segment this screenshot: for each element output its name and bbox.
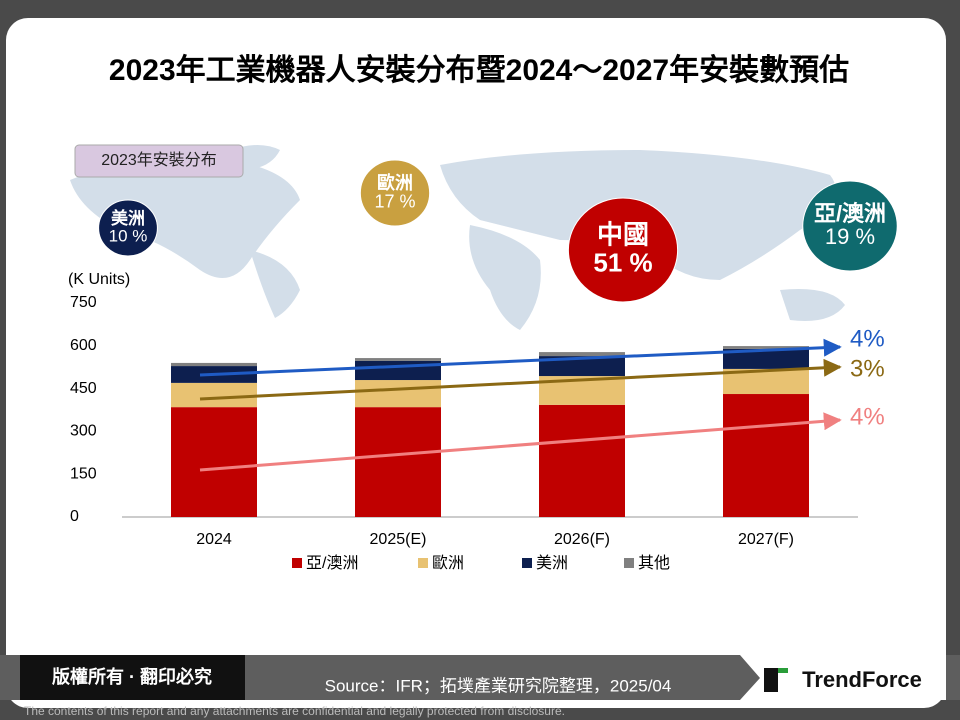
trend-arrow — [199, 412, 842, 472]
trend-label: 3% — [850, 355, 885, 382]
trend-arrow — [199, 358, 842, 401]
legend-label: 美洲 — [536, 554, 568, 572]
bar-segment — [355, 358, 441, 361]
bar-segment — [171, 382, 257, 408]
chart-title: 2023年工業機器人安裝分布暨2024～2027年安裝數預估 — [109, 54, 849, 87]
distribution-title: 2023年安裝分布 — [101, 151, 217, 169]
legend-label: 亞/澳洲 — [306, 554, 358, 572]
y-tick-label: 750 — [70, 294, 97, 311]
legend-label: 其他 — [638, 554, 670, 572]
legend-label: 歐洲 — [432, 554, 464, 572]
region-share: 17 % — [374, 191, 415, 211]
bar-segment — [539, 352, 625, 357]
copyright: 版權所有 · 翻印必究 — [52, 666, 212, 687]
brand: TrendForce — [802, 667, 922, 692]
bar-segment — [171, 407, 257, 517]
y-tick-label: 300 — [70, 423, 97, 440]
region-name: 歐洲 — [377, 172, 413, 193]
legend-swatch — [418, 558, 428, 568]
region-name: 美洲 — [111, 208, 145, 228]
disclaimer: The contents of this report and any atta… — [24, 704, 565, 718]
x-tick-label: 2024 — [196, 531, 232, 548]
brand-icon — [764, 668, 778, 692]
bar-segment — [723, 346, 809, 349]
y-tick-label: 150 — [70, 465, 97, 482]
y-tick-label: 600 — [70, 337, 97, 354]
legend-swatch — [522, 558, 532, 568]
legend-swatch — [292, 558, 302, 568]
region-share: 10 % — [109, 226, 148, 245]
distribution-bubble — [98, 199, 158, 257]
distribution-bubble — [802, 180, 898, 272]
legend-swatch — [624, 558, 634, 568]
bar-segment — [723, 394, 809, 517]
x-tick-label: 2027(F) — [738, 531, 794, 548]
region-share: 19 % — [825, 224, 875, 249]
region-name: 亞/澳洲 — [814, 201, 886, 226]
bar-segment — [355, 380, 441, 408]
bar-segment — [171, 362, 257, 367]
region-name: 中國 — [597, 220, 649, 250]
x-tick-label: 2025(E) — [370, 531, 427, 548]
y-axis-label: (K Units) — [68, 271, 130, 288]
bar-segment — [539, 356, 625, 377]
bar-segment — [723, 348, 809, 369]
y-tick-label: 450 — [70, 380, 97, 397]
region-share: 51 % — [593, 247, 652, 277]
distribution-bubble — [567, 197, 679, 303]
brand-icon-accent — [778, 668, 788, 673]
brand-box — [740, 655, 946, 700]
trend-label: 4% — [850, 403, 885, 430]
bar-segment — [539, 404, 625, 517]
bar-segment — [355, 407, 441, 517]
source: Source：IFR；拓墣產業研究院整理，2025/04 — [325, 676, 672, 695]
trend-label: 4% — [850, 325, 885, 352]
distribution-bubble — [359, 159, 431, 227]
copyright-box — [20, 655, 245, 700]
trend-arrow — [199, 338, 842, 377]
x-tick-label: 2026(F) — [554, 531, 610, 548]
y-tick-label: 0 — [70, 508, 79, 525]
distribution-box — [74, 144, 244, 178]
